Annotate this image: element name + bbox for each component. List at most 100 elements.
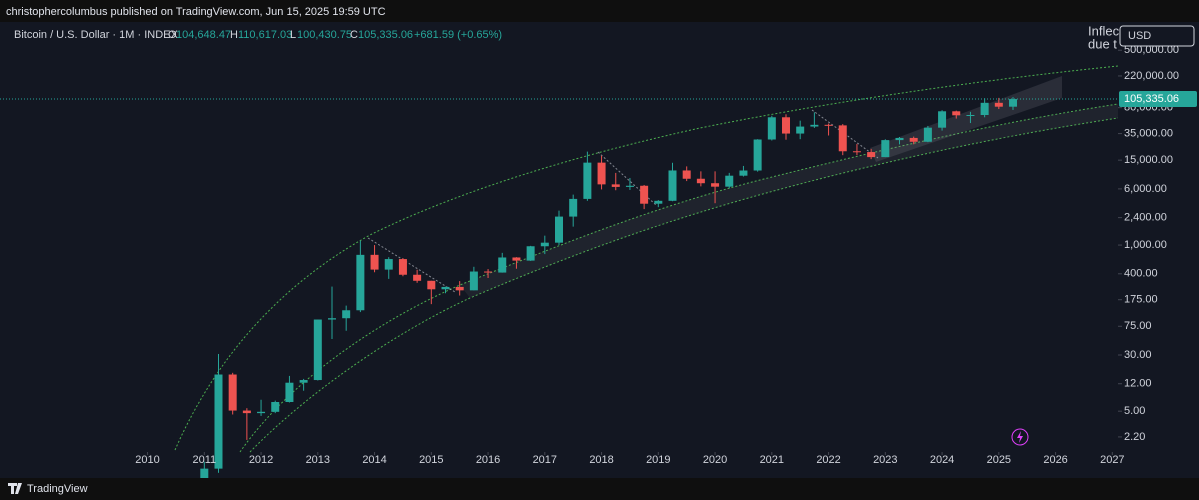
candle-body <box>257 411 266 414</box>
candle-body <box>484 271 493 273</box>
middle-curve <box>239 103 1119 453</box>
symbol-name: Bitcoin / U.S. Dollar · 1M · INDEX <box>14 29 178 41</box>
y-tick-label: 30.00 <box>1124 349 1152 361</box>
x-tick-label: 2025 <box>987 454 1011 466</box>
y-tick-label: 2,400.00 <box>1124 212 1167 224</box>
candle-body <box>356 254 365 311</box>
candle-body <box>867 152 876 158</box>
currency[interactable]: USD <box>1128 30 1151 42</box>
y-tick-label: 1,000.00 <box>1124 239 1167 251</box>
legend-line: Bitcoin / U.S. Dollar · 1M · INDEX O 104… <box>14 29 502 41</box>
candle-body <box>980 102 989 116</box>
candle-body <box>498 257 507 273</box>
candle-body <box>725 175 734 187</box>
swing-2014 <box>367 237 456 293</box>
candle-body <box>299 380 308 383</box>
x-tick-label: 2014 <box>362 454 386 466</box>
footer-bar <box>0 478 1199 500</box>
annotation-line1: Inflec <box>1088 23 1120 38</box>
candle-body <box>271 402 280 412</box>
candle-body <box>569 198 578 217</box>
x-tick-label: 2018 <box>589 454 613 466</box>
candle-body <box>938 111 947 128</box>
h-value: 110,617.03 <box>238 29 292 41</box>
candle-body <box>909 137 918 142</box>
candle-body <box>994 102 1003 107</box>
y-tick-label: 500,000.00 <box>1124 44 1179 56</box>
candle-body <box>881 140 890 158</box>
c-label: C <box>350 29 358 41</box>
candle-body <box>214 374 223 469</box>
candle-body <box>824 124 833 126</box>
candle-body <box>654 200 663 204</box>
x-tick-label: 2010 <box>135 454 159 466</box>
candle-body <box>242 410 251 414</box>
support-band <box>460 104 1118 298</box>
currency-button[interactable] <box>1119 25 1195 47</box>
annotation-line2: due t <box>1088 36 1117 51</box>
o-value: 104,648.47 <box>176 29 231 41</box>
x-tick-label: 2019 <box>646 454 670 466</box>
candle-body <box>782 117 791 134</box>
o-label: O <box>168 29 177 41</box>
x-tick-label: 2024 <box>930 454 954 466</box>
y-tick-label: 15,000.00 <box>1124 154 1173 166</box>
y-tick-label: 35,000.00 <box>1124 128 1173 140</box>
candle-body <box>540 242 549 247</box>
candle-body <box>342 310 351 319</box>
publisher: christophercolumbus published on Trading… <box>6 6 386 18</box>
candle-body <box>711 183 720 187</box>
x-tick-label: 2016 <box>476 454 500 466</box>
brand: TradingView <box>27 483 88 495</box>
candle-body <box>838 125 847 152</box>
last-price-label: 105,335.06 <box>1124 93 1179 105</box>
candle-body <box>370 254 379 270</box>
alert-bolt <box>1017 431 1023 443</box>
y-tick-label: 6,000.00 <box>1124 183 1167 195</box>
l-label: L <box>290 29 296 41</box>
l-value: 100,430.75 <box>297 29 352 41</box>
change: +681.59 (+0.65%) <box>414 29 502 41</box>
x-tick-label: 2023 <box>873 454 897 466</box>
candle-body <box>398 259 407 275</box>
candle-body <box>739 170 748 176</box>
candle-body <box>313 319 322 381</box>
candle-body <box>413 274 422 281</box>
x-tick-label: 2021 <box>760 454 784 466</box>
candle-body <box>810 124 819 127</box>
y-tick-label: 220,000.00 <box>1124 70 1179 82</box>
candle-body <box>455 286 464 291</box>
x-tick-label: 2022 <box>816 454 840 466</box>
candle-body <box>427 280 436 290</box>
c-value: 105,335.06 <box>358 29 413 41</box>
x-tick-label: 2017 <box>533 454 557 466</box>
candle-body <box>753 139 762 171</box>
candle-body <box>327 318 336 320</box>
x-tick-label: 2015 <box>419 454 443 466</box>
candle-body <box>597 162 606 185</box>
candle-body <box>682 170 691 179</box>
candle-body <box>767 117 776 140</box>
tv-logo <box>8 483 22 494</box>
x-tick-label: 2020 <box>703 454 727 466</box>
candle-body <box>583 162 592 199</box>
alert-icon[interactable] <box>1011 428 1029 446</box>
lower-curve <box>249 117 1119 453</box>
candle-body <box>228 374 237 411</box>
y-tick-label: 400.00 <box>1124 268 1158 280</box>
y-tick-label: 175.00 <box>1124 294 1158 306</box>
x-tick-label: 2026 <box>1043 454 1067 466</box>
candle-body <box>555 216 563 243</box>
candle-body <box>966 115 975 117</box>
x-tick-label: 2027 <box>1100 454 1124 466</box>
candle-body <box>952 111 961 116</box>
publisher-bar <box>0 0 1199 22</box>
candle-body <box>625 185 634 187</box>
y-tick-label: 12.00 <box>1124 378 1152 390</box>
candle-body <box>1009 99 1018 107</box>
candle-body <box>696 178 705 184</box>
candle-body <box>285 382 294 403</box>
candle-body <box>796 126 805 134</box>
